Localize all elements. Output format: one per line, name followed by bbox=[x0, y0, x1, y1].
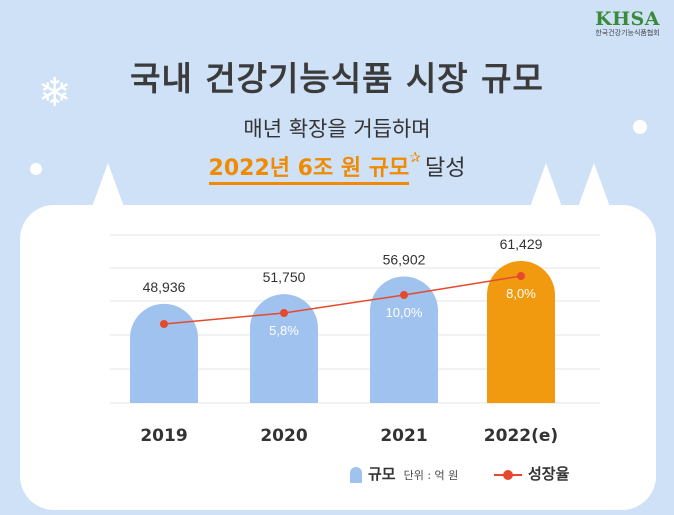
legend: 규모 단위 : 억 원 bbox=[350, 463, 458, 484]
growth-rate-point bbox=[400, 291, 408, 299]
star-icon: ✰ bbox=[409, 150, 421, 166]
headline-highlight: 2022년 6조 원 규모 bbox=[208, 156, 410, 185]
bar-2020 bbox=[250, 294, 318, 403]
category-label: 2021 bbox=[380, 426, 427, 446]
logo-text: KHSA bbox=[595, 8, 660, 30]
growth-rate-point bbox=[160, 320, 168, 328]
page-title: 국내 건강기능식품 시장 규모 bbox=[130, 59, 544, 98]
bar-2021 bbox=[370, 276, 438, 403]
bar-value-label: 51,750 bbox=[263, 269, 306, 285]
bar-2019 bbox=[130, 303, 198, 403]
legend-line-swatch bbox=[494, 470, 522, 480]
category-label: 2020 bbox=[260, 426, 307, 446]
growth-rate-label: 10,0% bbox=[386, 305, 423, 320]
tree-decoration bbox=[92, 163, 124, 207]
growth-rate-point bbox=[517, 272, 525, 280]
snowflake-icon: ❄ bbox=[38, 70, 72, 116]
legend-line-label: 성장율 bbox=[528, 465, 570, 483]
legend-unit: 단위 : 억 원 bbox=[403, 469, 459, 482]
bar-value-label: 56,902 bbox=[383, 252, 426, 268]
growth-rate-label: 5,8% bbox=[269, 323, 299, 338]
growth-rate-label: 8,0% bbox=[506, 286, 536, 301]
tree-decoration bbox=[578, 163, 610, 207]
category-label: 2019 bbox=[140, 426, 187, 446]
bar-2022(e) bbox=[487, 261, 555, 403]
snow-dot bbox=[633, 120, 647, 134]
tree-decoration bbox=[530, 163, 562, 207]
logo-subtext: 한국건강기능식품협회 bbox=[595, 29, 660, 37]
bar-value-label: 48,936 bbox=[143, 279, 186, 295]
headline-rest: 달성 bbox=[424, 156, 466, 181]
legend-bar-swatch bbox=[350, 467, 362, 483]
category-label: 2022(e) bbox=[484, 426, 558, 446]
subtitle: 매년 확장을 거듭하며 bbox=[243, 117, 431, 141]
bar-value-label: 61,429 bbox=[500, 236, 543, 252]
growth-rate-line bbox=[163, 275, 522, 325]
growth-rate-point bbox=[280, 309, 288, 317]
legend-bar-label: 규모 bbox=[368, 465, 396, 483]
khsa-logo: KHSA 한국건강기능식품협회 bbox=[595, 8, 660, 38]
headline: 2022년 6조 원 규모✰ 달성 bbox=[0, 150, 674, 185]
legend-line: 성장율 bbox=[494, 463, 569, 484]
snow-dot bbox=[30, 163, 42, 175]
